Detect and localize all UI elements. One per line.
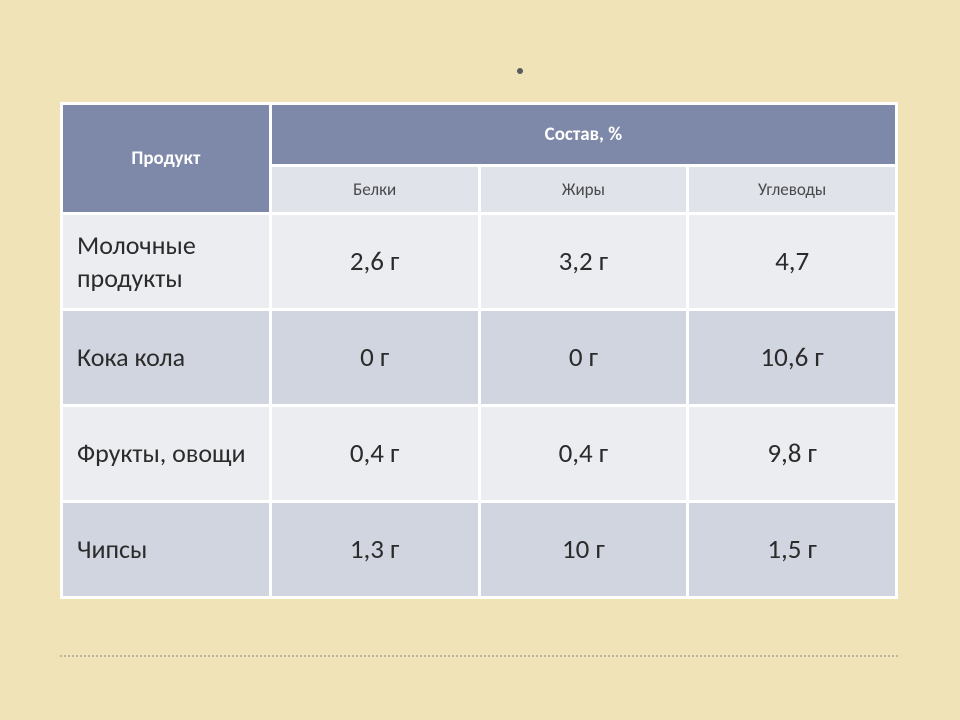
table-header-row: Продукт Состав, %	[62, 104, 897, 166]
cell-proteins: 2,6 г	[270, 214, 479, 310]
cell-fats: 10 г	[479, 502, 688, 598]
cell-fats: 0 г	[479, 310, 688, 406]
cell-proteins: 1,3 г	[270, 502, 479, 598]
cell-product: Фрукты, овощи	[62, 406, 271, 502]
cell-carbs: 1,5 г	[688, 502, 897, 598]
decorative-dot	[517, 68, 523, 74]
cell-fats: 3,2 г	[479, 214, 688, 310]
table-row: Чипсы 1,3 г 10 г 1,5 г	[62, 502, 897, 598]
subheader-carbs: Углеводы	[688, 166, 897, 214]
cell-product: Кока кола	[62, 310, 271, 406]
cell-carbs: 4,7	[688, 214, 897, 310]
cell-proteins: 0,4 г	[270, 406, 479, 502]
dotted-divider	[60, 655, 898, 657]
subheader-proteins: Белки	[270, 166, 479, 214]
cell-fats: 0,4 г	[479, 406, 688, 502]
table-row: Кока кола 0 г 0 г 10,6 г	[62, 310, 897, 406]
nutrition-table: Продукт Состав, % Белки Жиры Углеводы Мо…	[60, 102, 898, 599]
nutrition-table-wrapper: Продукт Состав, % Белки Жиры Углеводы Мо…	[60, 102, 898, 599]
cell-proteins: 0 г	[270, 310, 479, 406]
table-row: Молочные продукты 2,6 г 3,2 г 4,7	[62, 214, 897, 310]
cell-product: Молочные продукты	[62, 214, 271, 310]
header-product: Продукт	[62, 104, 271, 214]
cell-carbs: 9,8 г	[688, 406, 897, 502]
cell-carbs: 10,6 г	[688, 310, 897, 406]
subheader-fats: Жиры	[479, 166, 688, 214]
cell-product: Чипсы	[62, 502, 271, 598]
header-composition: Состав, %	[270, 104, 896, 166]
table-row: Фрукты, овощи 0,4 г 0,4 г 9,8 г	[62, 406, 897, 502]
